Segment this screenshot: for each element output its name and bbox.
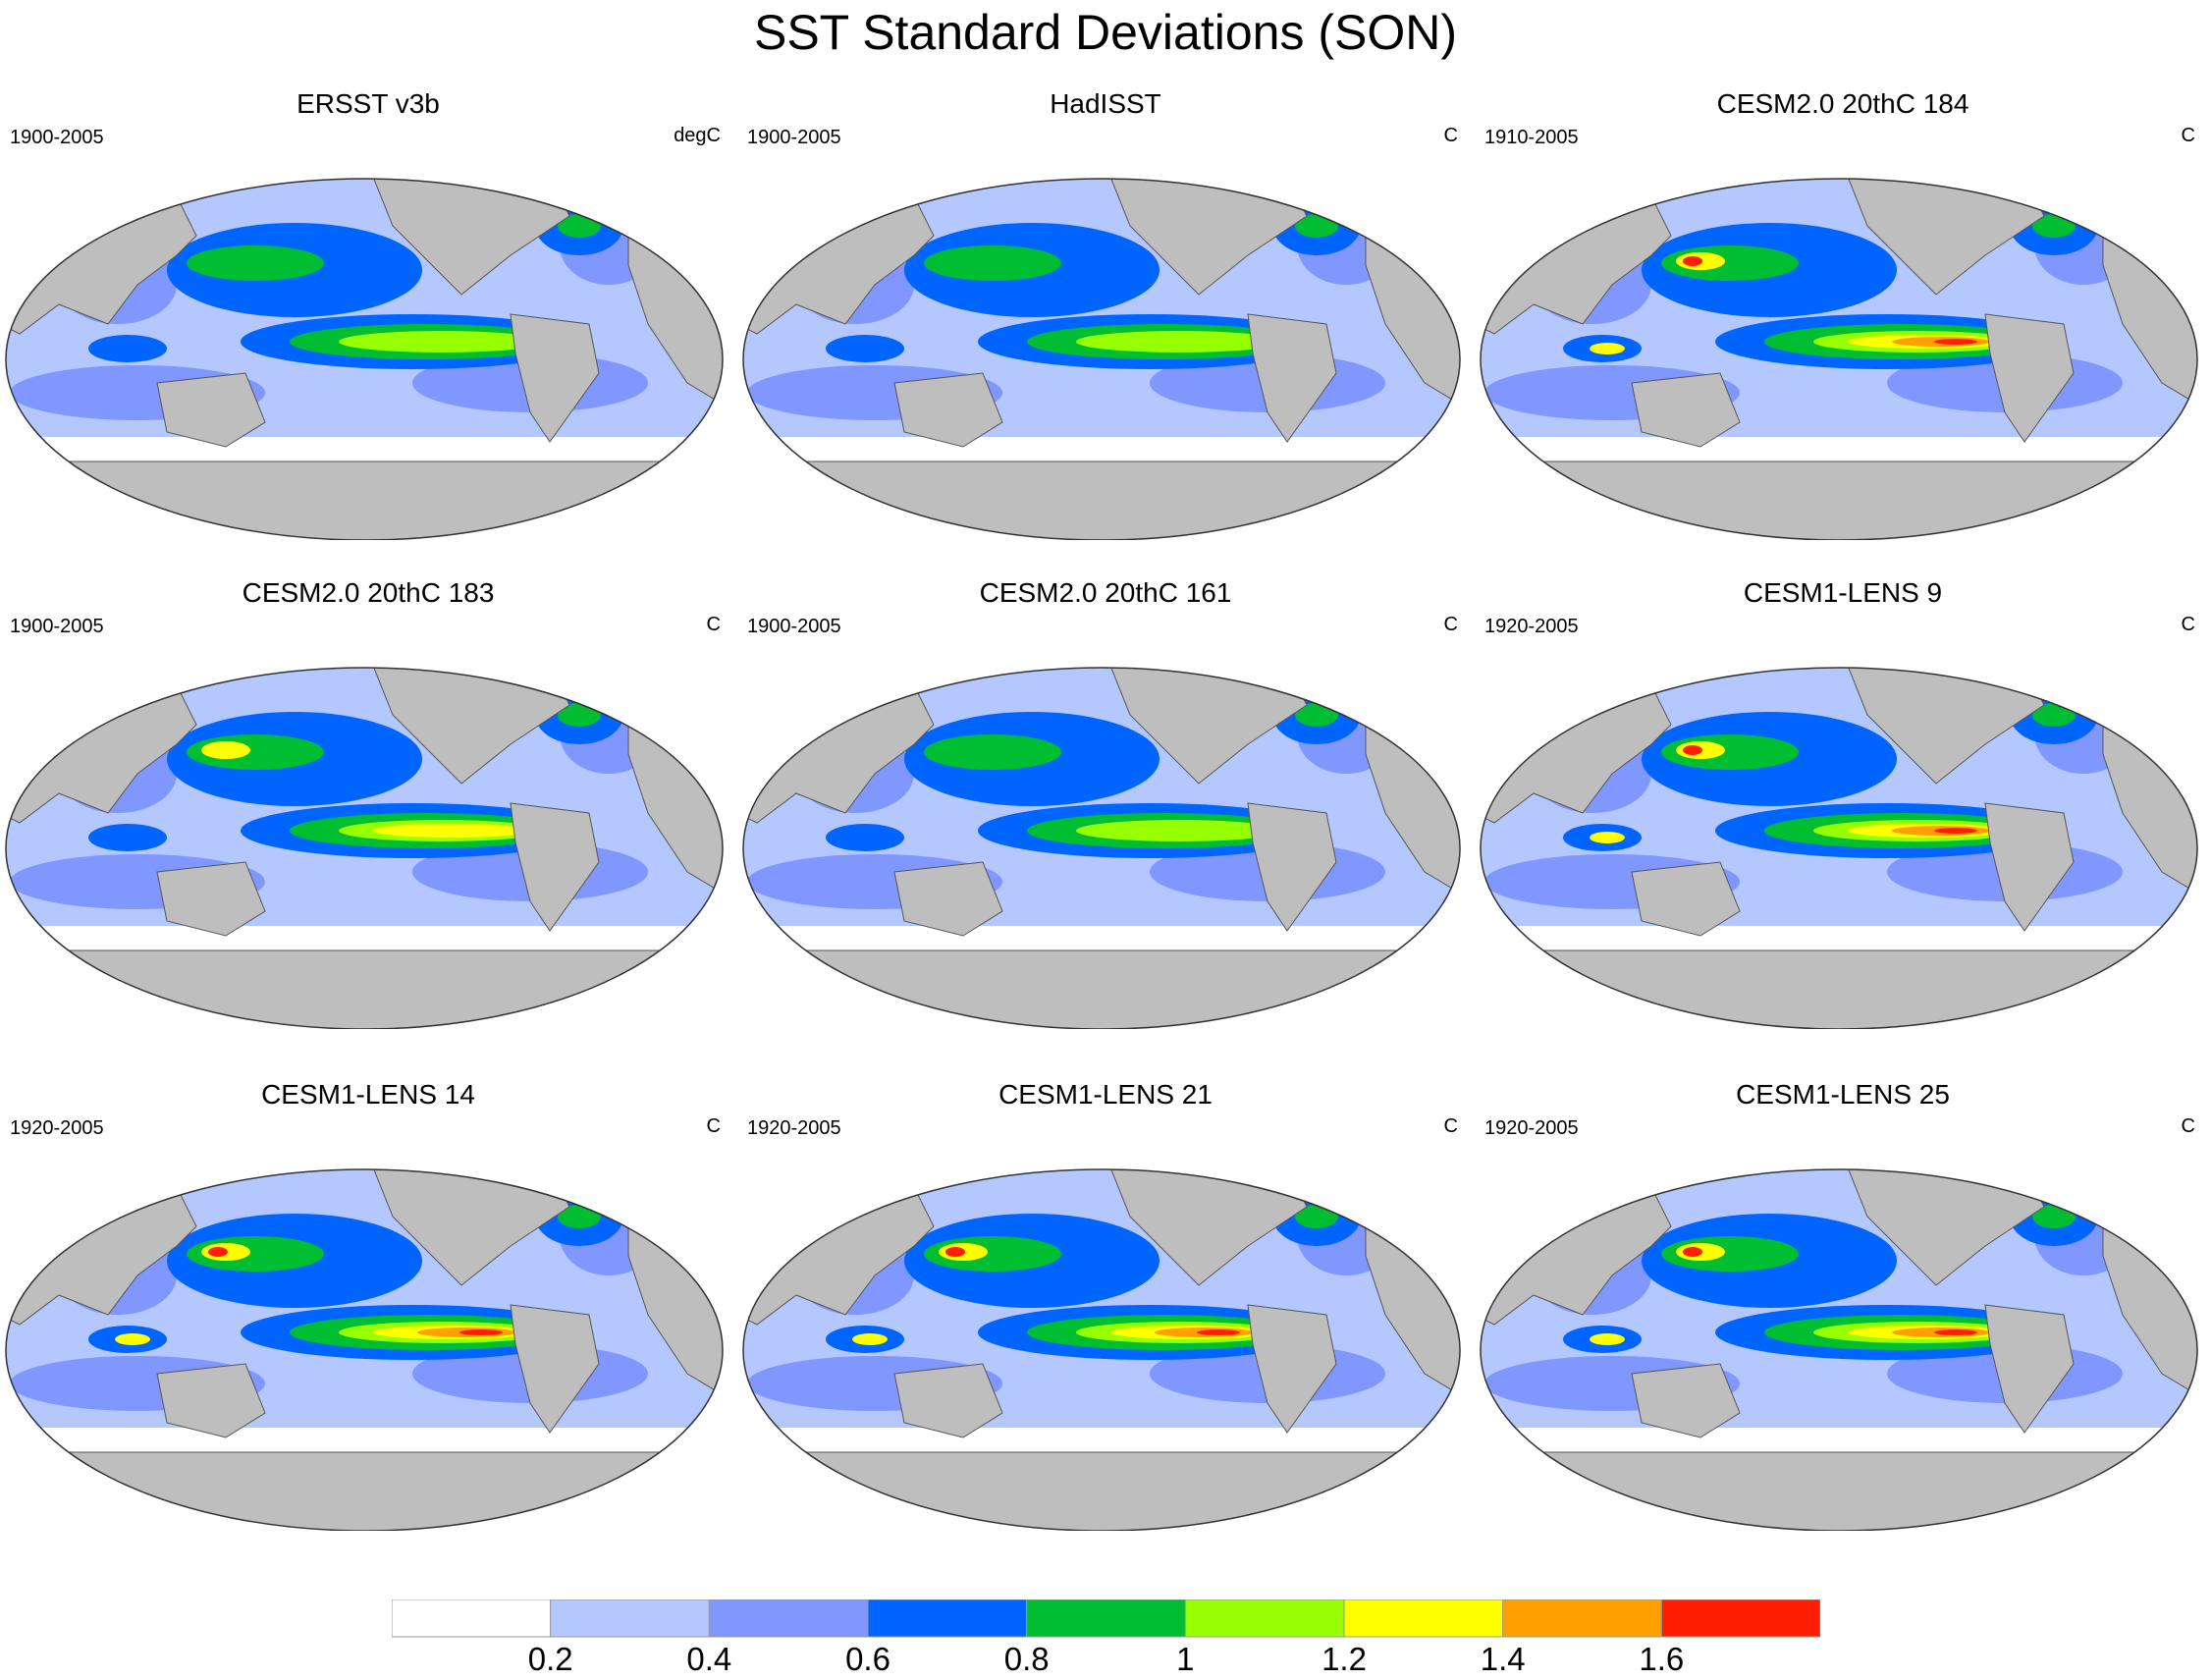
panel-period: 1900-2005 xyxy=(747,616,841,637)
map-outline xyxy=(5,178,724,540)
panel-title: ERSST v3b xyxy=(297,88,440,119)
map-outline xyxy=(742,1168,1461,1531)
colorbar-box xyxy=(550,1599,710,1638)
colorbar-box xyxy=(1660,1599,1821,1638)
map-panel: ERSST v3b 1900-2005 degC xyxy=(0,88,736,540)
panel-units: C xyxy=(2181,1115,2195,1137)
colorbar-tick-label: 1.6 xyxy=(1639,1641,1685,1677)
panel-units: C xyxy=(1443,125,1458,146)
panel-units: C xyxy=(2181,125,2195,146)
colorbar-box xyxy=(1184,1599,1345,1638)
map-outline xyxy=(5,1168,724,1531)
panel-title: CESM2.0 20thC 161 xyxy=(979,577,1232,608)
map-outline xyxy=(1480,667,2198,1029)
map-outline xyxy=(5,667,724,1029)
map-panel: CESM2.0 20thC 184 1910-2005 C xyxy=(1475,88,2211,540)
map-plot xyxy=(1480,667,2198,1029)
panel-period: 1920-2005 xyxy=(747,1117,841,1139)
panel-title: CESM1-LENS 21 xyxy=(998,1079,1213,1110)
panel-period: 1900-2005 xyxy=(10,127,104,148)
colorbar-tick-label: 1.4 xyxy=(1480,1641,1526,1677)
colorbar-box xyxy=(391,1599,552,1638)
colorbar-tick-label: 1 xyxy=(1176,1641,1195,1677)
colorbar: 0.2 0.4 0.6 0.8 1 1.2 1.4 1.6 xyxy=(391,1599,1821,1680)
map-plot xyxy=(1480,178,2198,540)
colorbar-box xyxy=(708,1599,869,1638)
map-plot xyxy=(742,667,1461,1029)
map-plot xyxy=(5,1168,724,1531)
panel-units: C xyxy=(1443,614,1458,635)
colorbar-box xyxy=(1026,1599,1186,1638)
map-plot xyxy=(1480,1168,2198,1531)
panel-period: 1910-2005 xyxy=(1484,127,1579,148)
panel-units: degC xyxy=(674,125,721,146)
panel-title: CESM1-LENS 9 xyxy=(1743,577,1943,608)
colorbar-box xyxy=(867,1599,1028,1638)
colorbar-tick-label: 0.6 xyxy=(845,1641,890,1677)
map-plot xyxy=(5,178,724,540)
panel-period: 1920-2005 xyxy=(1484,1117,1579,1139)
map-panel: HadISST 1900-2005 C xyxy=(737,88,1474,540)
map-panel: CESM1-LENS 25 1920-2005 C xyxy=(1475,1079,2211,1531)
map-panel: CESM1-LENS 14 1920-2005 C xyxy=(0,1079,736,1531)
colorbar-box xyxy=(1343,1599,1504,1638)
map-panel: CESM1-LENS 9 1920-2005 C xyxy=(1475,577,2211,1029)
panel-title: CESM2.0 20thC 184 xyxy=(1716,88,1969,119)
panel-title: CESM1-LENS 25 xyxy=(1736,1079,1950,1110)
colorbar-box xyxy=(1502,1599,1662,1638)
map-panel: CESM2.0 20thC 183 1900-2005 C xyxy=(0,577,736,1029)
map-plot xyxy=(5,667,724,1029)
panel-period: 1920-2005 xyxy=(10,1117,104,1139)
panel-units: C xyxy=(2181,614,2195,635)
colorbar-tick-label: 0.4 xyxy=(686,1641,732,1677)
panel-period: 1920-2005 xyxy=(1484,616,1579,637)
colorbar-tick-label: 0.2 xyxy=(527,1641,573,1677)
map-outline xyxy=(742,178,1461,540)
colorbar-tick-label: 0.8 xyxy=(1003,1641,1050,1677)
colorbar-labels: 0.2 0.4 0.6 0.8 1 1.2 1.4 1.6 xyxy=(392,1641,1820,1680)
map-plot xyxy=(742,178,1461,540)
map-panel: CESM2.0 20thC 161 1900-2005 C xyxy=(737,577,1474,1029)
colorbar-tick-label: 1.2 xyxy=(1321,1641,1367,1677)
map-panel: CESM1-LENS 21 1920-2005 C xyxy=(737,1079,1474,1531)
panel-units: C xyxy=(706,1115,721,1137)
panel-title: CESM1-LENS 14 xyxy=(261,1079,475,1110)
figure-title: SST Standard Deviations (SON) xyxy=(753,5,1458,60)
map-plot xyxy=(742,1168,1461,1531)
panel-title: HadISST xyxy=(1050,88,1161,119)
panel-units: C xyxy=(1443,1115,1458,1137)
colorbar-boxes xyxy=(391,1599,1821,1638)
map-outline xyxy=(1480,1168,2198,1531)
panel-period: 1900-2005 xyxy=(10,616,104,637)
panel-title: CESM2.0 20thC 183 xyxy=(242,577,495,608)
panel-period: 1900-2005 xyxy=(747,127,841,148)
map-outline xyxy=(742,667,1461,1029)
map-outline xyxy=(1480,178,2198,540)
panel-units: C xyxy=(706,614,721,635)
